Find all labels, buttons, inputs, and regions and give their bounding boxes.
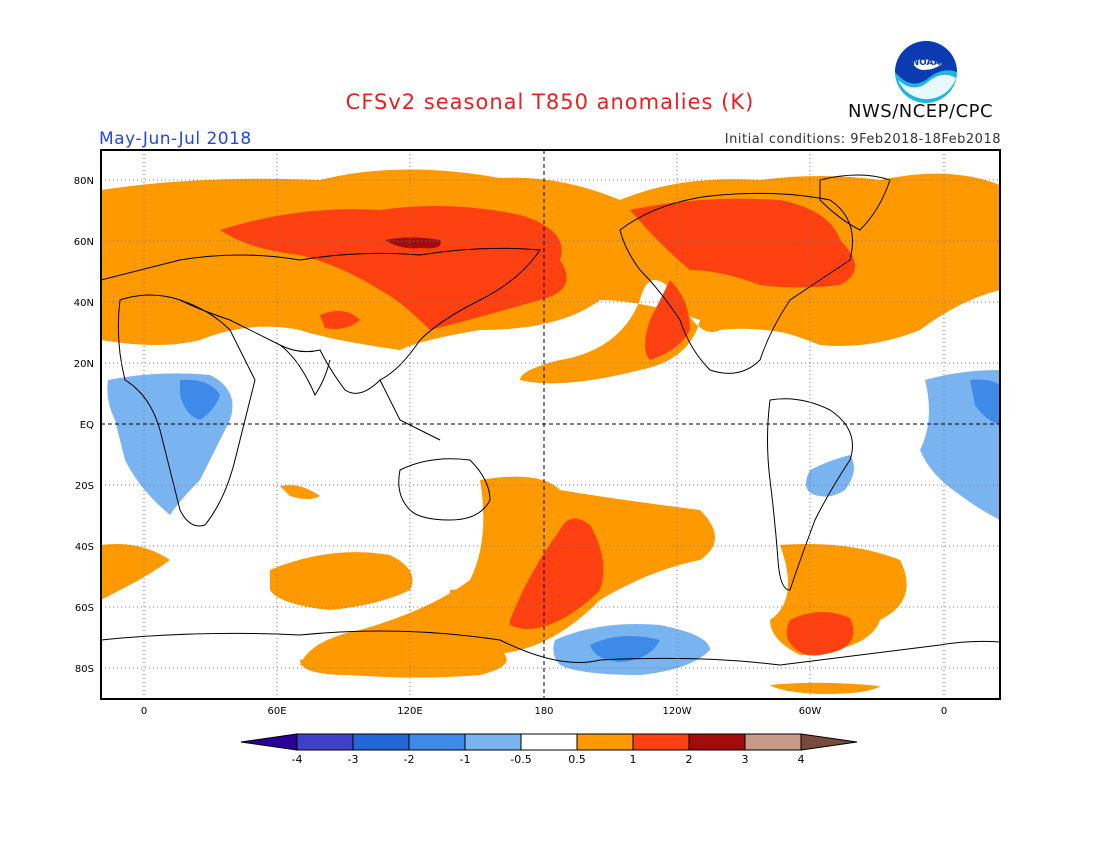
lon-label: 0 [141, 706, 147, 717]
colorbar-label: 4 [798, 753, 805, 766]
lat-label: 40N [74, 298, 94, 309]
anomaly-shading [101, 169, 1000, 694]
agency-label: NWS/NCEP/CPC [848, 101, 994, 122]
lon-label: 60E [267, 706, 286, 717]
lat-label: 80N [74, 176, 94, 187]
colorbar-label: -1 [460, 753, 471, 766]
lon-label: 60W [799, 706, 822, 717]
colorbar-label: -0.5 [510, 753, 531, 766]
colorbar-swatch [296, 733, 354, 751]
anomaly-map: 80N 60N 40N 20N EQ 20S 40S 60S 80S 0 60E… [74, 149, 1001, 717]
lat-label: 60S [75, 603, 94, 614]
lat-label: EQ [80, 420, 94, 431]
colorbar-swatch [520, 733, 578, 751]
colorbar-swatch [464, 733, 522, 751]
lat-labels: 80N 60N 40N 20N EQ 20S 40S 60S 80S [74, 176, 94, 675]
colorbar-swatches [240, 733, 858, 751]
equator-dateline [101, 150, 1000, 699]
lon-label: 120W [663, 706, 692, 717]
colorbar-label: 2 [686, 753, 693, 766]
lon-label: 180 [534, 706, 553, 717]
colorbar-swatch [576, 733, 634, 751]
colorbar-label: 3 [742, 753, 749, 766]
coastlines [101, 174, 1000, 666]
lat-label: 60N [74, 237, 94, 248]
chart-title: CFSv2 seasonal T850 anomalies (K) [345, 90, 755, 114]
colorbar-swatch [240, 733, 298, 751]
colorbar-swatch [744, 733, 802, 751]
colorbar-label: 0.5 [568, 753, 586, 766]
logo-text: NOAA [912, 58, 941, 68]
colorbar-labels: -4 -3 -2 -1 -0.5 0.5 1 2 3 4 [292, 753, 805, 766]
colorbar-swatch [408, 733, 466, 751]
colorbar-label: 1 [630, 753, 637, 766]
forecast-period: May-Jun-Jul 2018 [99, 129, 252, 149]
map-frame [100, 149, 1001, 700]
colorbar-swatch [632, 733, 690, 751]
lat-label: 20S [75, 481, 94, 492]
initial-conditions: Initial conditions: 9Feb2018-18Feb2018 [724, 132, 1001, 147]
colorbar-swatch [352, 733, 410, 751]
colorbar-swatch [800, 733, 858, 751]
lon-label: 120E [397, 706, 422, 717]
lat-label: 20N [74, 359, 94, 370]
lat-label: 80S [75, 664, 94, 675]
colorbar-label: -4 [292, 753, 303, 766]
colorbar-label: -3 [348, 753, 359, 766]
noaa-logo: NOAA [895, 41, 957, 103]
lat-label: 40S [75, 542, 94, 553]
colorbar-swatch [688, 733, 746, 751]
lon-label: 0 [941, 706, 947, 717]
colorbar-label: -2 [404, 753, 415, 766]
lon-labels: 0 60E 120E 180 120W 60W 0 [141, 706, 947, 717]
colorbar: -4 -3 -2 -1 -0.5 0.5 1 2 3 4 [240, 733, 858, 766]
